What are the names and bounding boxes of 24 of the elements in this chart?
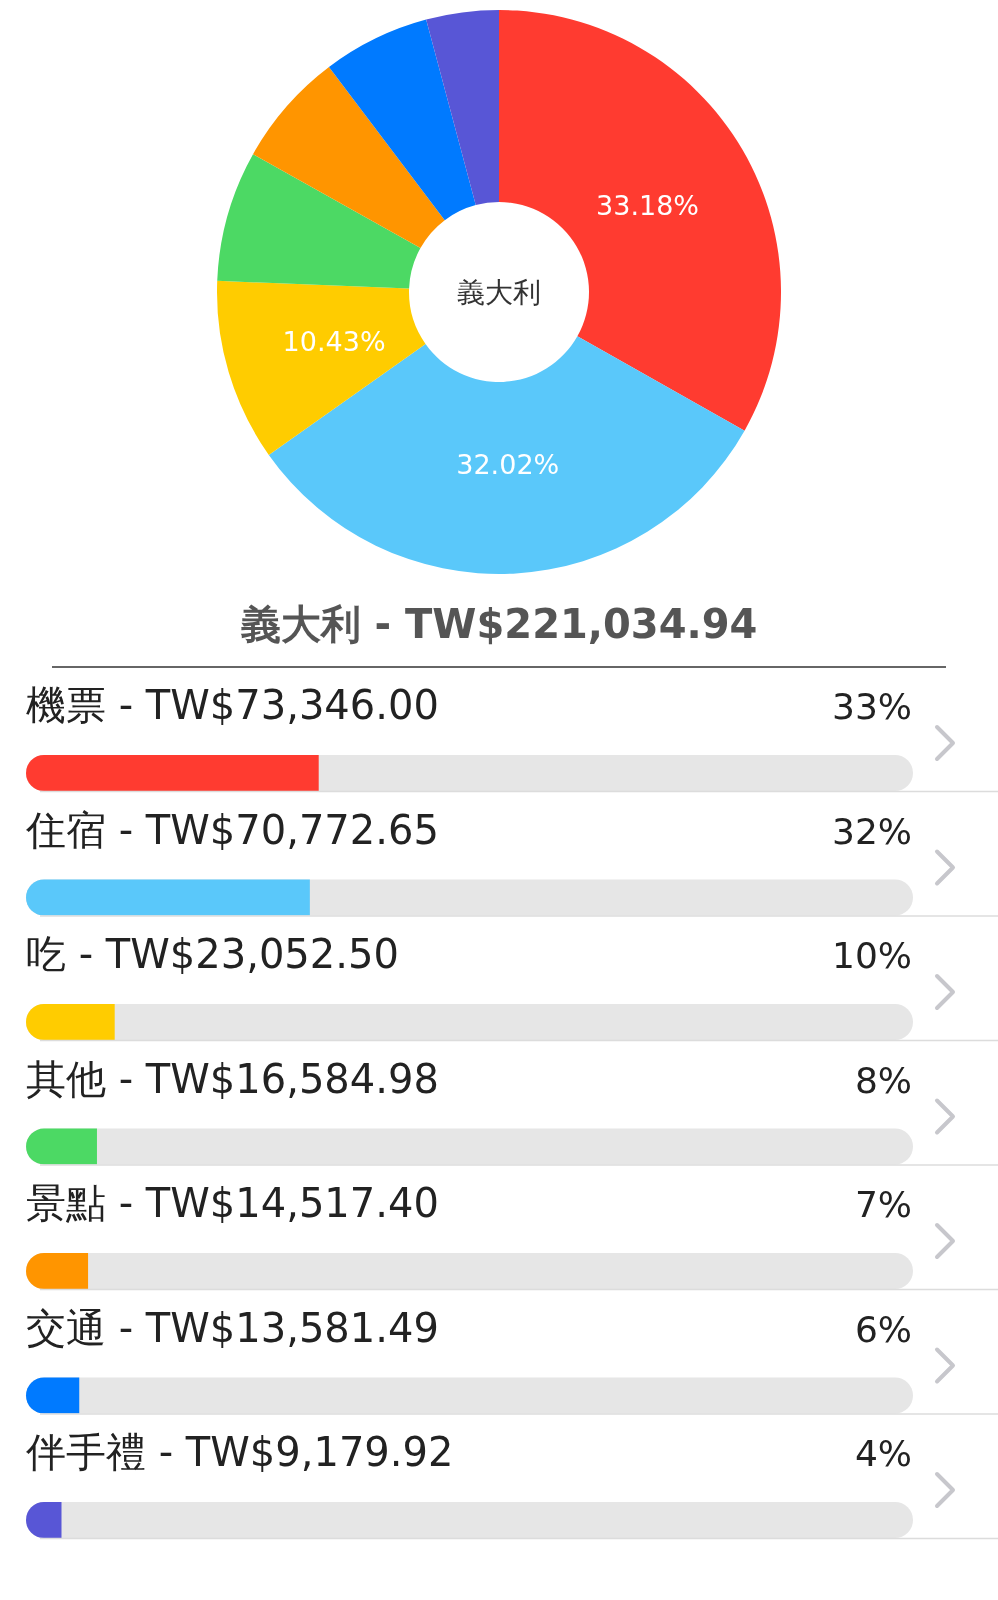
y-tick-label: 其他 - TW$16,584.98 bbox=[26, 1055, 439, 1102]
data-label: 7% bbox=[854, 1184, 912, 1225]
data-label: 33.18% bbox=[596, 190, 700, 222]
donut-slice bbox=[426, 10, 499, 206]
chart-title: 義大利 - TW$221,034.94 bbox=[239, 601, 758, 647]
y-tick-label: 住宿 - TW$70,772.65 bbox=[25, 806, 439, 853]
data-label: 33% bbox=[831, 686, 912, 727]
data-label: 4% bbox=[854, 1433, 912, 1474]
text: 義大利 bbox=[457, 276, 541, 309]
data-label: 10% bbox=[831, 935, 912, 976]
donut-slice bbox=[217, 154, 421, 289]
y-tick-label: 交通 - TW$13,581.49 bbox=[26, 1304, 439, 1351]
y-tick-label: 機票 - TW$73,346.00 bbox=[26, 682, 439, 728]
data-label: 6% bbox=[854, 1308, 912, 1350]
donut-slice bbox=[217, 280, 426, 455]
donut-slice bbox=[328, 19, 476, 221]
donut-slice bbox=[253, 67, 445, 248]
data-label: 32.02% bbox=[456, 448, 560, 480]
data-label: 10.43% bbox=[282, 325, 386, 357]
y-tick-label: 伴手禮 - TW$9,179.92 bbox=[26, 1429, 454, 1475]
y-tick-label: 吃 - TW$23,052.50 bbox=[26, 931, 399, 977]
data-label: 8% bbox=[854, 1059, 912, 1101]
y-tick-label: 景點 - TW$14,517.40 bbox=[26, 1180, 439, 1226]
data-label: 32% bbox=[831, 810, 912, 852]
